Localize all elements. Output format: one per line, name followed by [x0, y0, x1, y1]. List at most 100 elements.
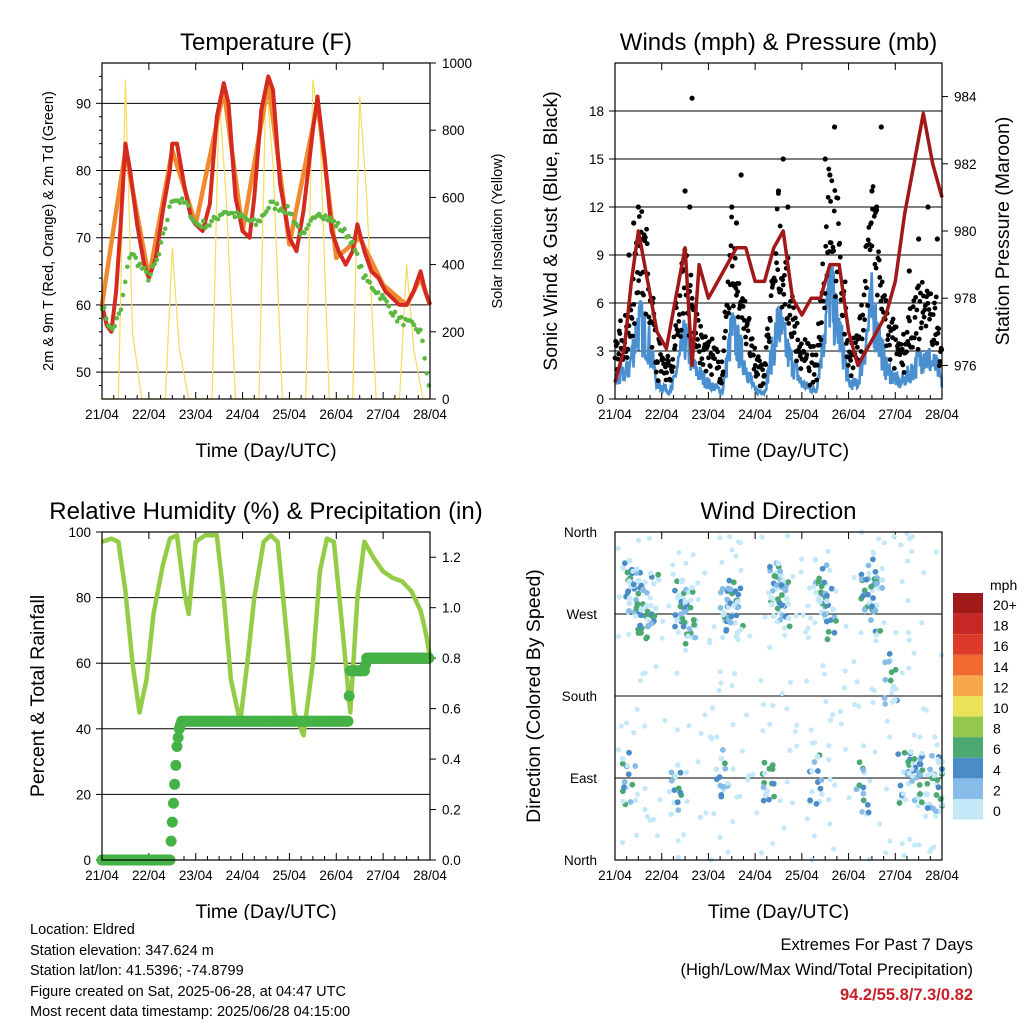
direction-point: [889, 690, 895, 696]
gust-point: [805, 341, 811, 346]
direction-point: [717, 605, 724, 611]
figure-canvas: Temperature (F) Time (Day/UTC) 21/04 22/04 2…: [27, 29, 1017, 920]
direction-point: [927, 766, 933, 773]
chart-title: Wind Direction: [700, 498, 856, 525]
direction-point: [794, 722, 800, 728]
direction-point: [807, 615, 814, 621]
direction-point: [877, 627, 884, 634]
direction-point: [728, 613, 735, 620]
x-tick-label: 23/04: [692, 868, 726, 883]
y-axis-label: Direction (Colored By Speed): [523, 569, 545, 823]
direction-point: [759, 534, 765, 540]
direction-point: [758, 850, 765, 856]
gust-point: [631, 301, 637, 307]
dewpoint-point: [186, 203, 191, 208]
gust-point: [926, 307, 932, 312]
direction-point: [675, 785, 682, 792]
gust-point: [786, 320, 792, 326]
x-tick-label: 24/04: [226, 407, 260, 422]
gust-point: [729, 263, 735, 269]
direction-point: [726, 577, 733, 584]
legend-label: 10: [993, 700, 1009, 716]
x-tick-label: 27/04: [366, 868, 400, 883]
gust-point: [752, 363, 758, 368]
direction-point: [666, 789, 672, 795]
gust-point: [887, 357, 893, 362]
gust-point: [810, 379, 816, 385]
direction-point: [662, 717, 668, 723]
gust-point: [898, 341, 904, 347]
direction-point: [786, 623, 793, 630]
dewpoint-point: [154, 257, 160, 263]
dewpoint-point: [302, 230, 307, 236]
direction-point: [897, 782, 904, 789]
direction-point: [775, 596, 781, 603]
direction-point: [711, 624, 717, 630]
gust-point: [678, 327, 684, 333]
direction-point: [924, 772, 931, 778]
precip-point: [343, 690, 355, 702]
gust-peak-point: [785, 204, 791, 210]
direction-point: [911, 756, 918, 762]
direction-point: [674, 727, 680, 733]
gust-point: [916, 283, 922, 289]
direction-point: [760, 701, 766, 708]
dewpoint-point: [103, 316, 109, 322]
gust-point: [868, 220, 874, 226]
direction-point: [686, 625, 693, 632]
gust-point: [931, 337, 937, 343]
direction-point: [871, 687, 877, 694]
x-tick-label: 27/04: [366, 407, 400, 422]
gust-point: [795, 337, 801, 343]
direction-point: [853, 786, 860, 793]
dewpoint-point: [125, 264, 130, 270]
direction-point: [648, 570, 654, 576]
direction-point: [793, 612, 799, 619]
x-tick-label: 23/04: [692, 407, 726, 422]
direction-point: [927, 848, 933, 855]
legend-swatch: [953, 634, 983, 655]
direction-point: [698, 730, 704, 736]
direction-point: [785, 615, 792, 622]
direction-point: [784, 706, 790, 712]
direction-point: [846, 795, 852, 801]
dewpoint-point: [424, 370, 430, 376]
direction-point: [907, 836, 913, 842]
y-tick-label: 50: [76, 365, 91, 380]
direction-point: [675, 854, 681, 861]
dewpoint-point: [378, 296, 383, 302]
direction-point: [818, 791, 825, 798]
gust-point: [818, 337, 824, 343]
direction-point: [908, 749, 914, 755]
gust-point: [719, 359, 725, 365]
legend-label: 2: [993, 782, 1001, 798]
direction-point: [761, 759, 768, 766]
direction-point: [621, 784, 627, 791]
direction-point: [815, 597, 821, 603]
gust-point: [879, 279, 885, 285]
gust-point: [740, 304, 746, 309]
gust-point: [629, 316, 635, 321]
direction-point: [732, 588, 739, 595]
y-right-tick-label: 0: [442, 392, 450, 407]
legend-label: 4: [993, 762, 1001, 778]
gust-point: [715, 349, 721, 355]
dewpoint-point: [359, 263, 364, 269]
direction-point: [625, 771, 632, 778]
gust-point: [743, 334, 748, 340]
direction-point: [823, 598, 830, 605]
direction-point: [709, 705, 716, 711]
series-solar: [102, 79, 430, 400]
direction-point: [824, 636, 831, 643]
series-humidity: [101, 533, 433, 738]
direction-point: [768, 595, 774, 601]
gust-point: [904, 329, 910, 335]
direction-point: [785, 533, 791, 539]
legend-label: 0: [993, 803, 1001, 819]
direction-point: [916, 781, 923, 788]
gust-point: [864, 285, 869, 291]
gust-point: [809, 360, 815, 366]
direction-point: [620, 565, 626, 571]
gust-point: [850, 365, 856, 371]
gust-point: [858, 349, 864, 354]
